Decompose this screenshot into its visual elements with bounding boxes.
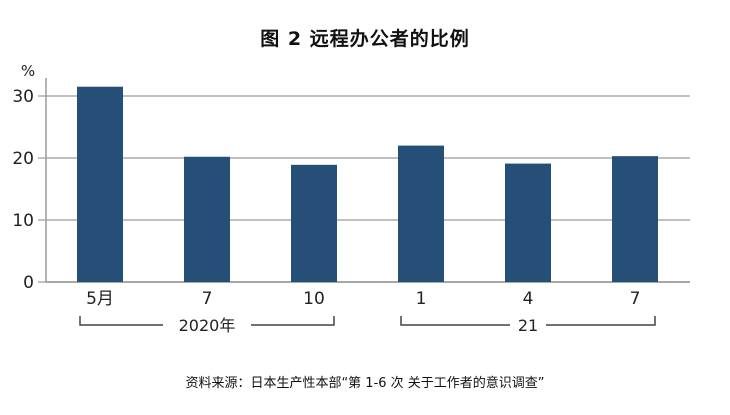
y-axis: 0 10 20 30%	[12, 62, 47, 293]
year-group-label: 21	[518, 316, 538, 335]
year-group-label: 2020年	[179, 316, 236, 335]
x-tick-label: 4	[523, 289, 534, 309]
bar	[77, 86, 123, 282]
bracket-right	[546, 316, 656, 326]
x-axis-labels: 5月 7 10 1 4 7	[86, 289, 640, 309]
y-axis-unit: %	[21, 62, 35, 80]
y-tick-label: 20	[12, 149, 34, 169]
bracket-left	[79, 316, 163, 326]
bar	[291, 164, 337, 282]
bars	[77, 86, 658, 282]
y-tick-label: 10	[12, 211, 34, 231]
x-tick-label: 1	[416, 289, 427, 309]
bar	[184, 156, 230, 282]
chart-title: 图 2 远程办公者的比例	[260, 28, 470, 50]
bar	[398, 145, 444, 282]
bracket-right	[251, 316, 335, 326]
bar	[505, 163, 551, 282]
gridlines	[46, 95, 690, 283]
y-tick-label: 0	[23, 273, 34, 293]
x-tick-label: 7	[202, 289, 213, 309]
bar	[612, 156, 658, 282]
bracket-left	[400, 316, 510, 326]
x-tick-label: 5月	[86, 289, 114, 309]
source-note: 资料来源：日本生产性本部“第 1-6 次 关于工作者的意识调查”	[185, 376, 545, 391]
year-group-brackets: 2020年 21	[79, 316, 656, 335]
y-tick-label: 30	[12, 87, 34, 107]
x-tick-label: 10	[303, 289, 325, 309]
x-tick-label: 7	[630, 289, 641, 309]
